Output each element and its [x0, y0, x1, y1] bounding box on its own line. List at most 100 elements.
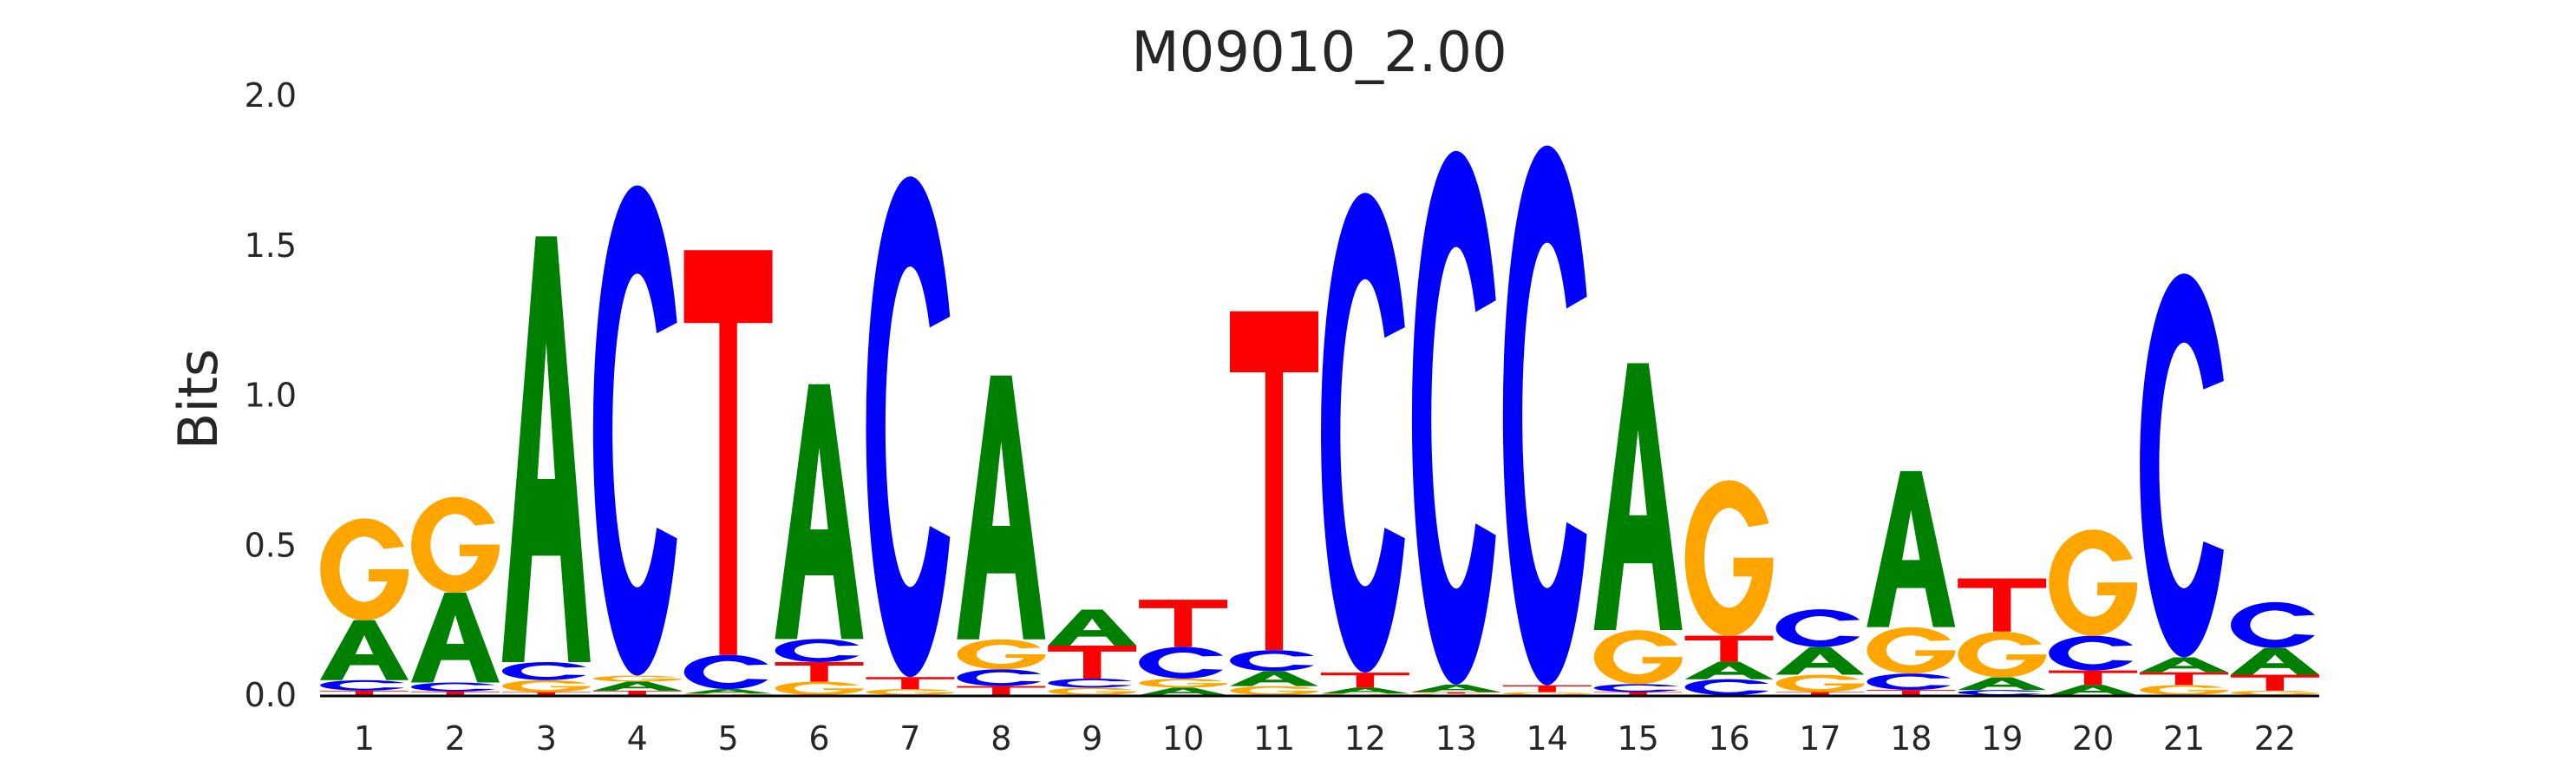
logo-stacks: [320, 145, 2319, 696]
logo-letter-C: [2231, 601, 2315, 648]
logo-letter-T: [2140, 672, 2228, 686]
logo-letter-A: [1775, 646, 1865, 675]
logo-letter-A: [1139, 687, 1228, 695]
x-tick-label: 16: [1708, 719, 1749, 758]
logo-letter-A: [592, 681, 682, 691]
y-tick-label: 1.5: [245, 226, 297, 265]
logo-letter-G: [1230, 686, 1318, 696]
logo-letter-T: [1684, 635, 1774, 662]
x-tick-label: 1: [354, 719, 375, 758]
logo-letter-T: [2230, 674, 2319, 691]
logo-letter-G: [502, 679, 591, 692]
logo-letter-A: [1593, 363, 1683, 631]
logo-letter-A: [1958, 677, 2047, 691]
logo-letter-A: [1320, 687, 1409, 694]
logo-letter-C: [1775, 609, 1860, 647]
logo-letter-G: [320, 518, 409, 620]
x-tick-label: 2: [445, 719, 466, 758]
logo-letter-C: [683, 654, 768, 690]
logo-letter-C: [592, 185, 677, 676]
logo-letter-T: [775, 661, 864, 682]
x-tick-label: 21: [2163, 719, 2205, 758]
x-tick-label: 18: [1890, 719, 1932, 758]
logo-letter-A: [2140, 657, 2228, 673]
logo-letter-C: [1867, 673, 1952, 691]
logo-letter-T: [1411, 692, 1500, 694]
logo-letter-G: [2231, 690, 2319, 696]
x-tick-label: 12: [1344, 719, 1386, 758]
logo-letter-T: [1320, 673, 1409, 688]
logo-letter-T: [1230, 311, 1318, 651]
x-tick-label: 3: [536, 719, 557, 758]
logo-letter-T: [866, 677, 955, 690]
logo-letter-G: [592, 675, 682, 682]
logo-letter-T: [1775, 692, 1865, 695]
logo-letter-C: [1139, 646, 1223, 679]
logo-letter-C: [2140, 273, 2224, 658]
x-axis-ticks: 1 2 3 4 5 6 7 8 9 10 11 12 13 14 15 16 17 18 19 20 21 22: [354, 719, 2296, 758]
logo-letter-T: [1502, 685, 1592, 692]
y-tick-label: 0.5: [245, 526, 297, 564]
logo-letter-A: [683, 689, 773, 694]
logo-letter-C: [1230, 650, 1314, 672]
x-tick-label: 13: [1435, 719, 1477, 758]
y-axis-ticks: 0.0 0.5 1.0 1.5 2.0: [245, 76, 297, 714]
logo-letter-G: [1048, 687, 1137, 696]
logo-letter-C: [501, 661, 586, 680]
logo-letter-A: [1411, 684, 1500, 692]
logo-letter-T: [2049, 670, 2138, 686]
x-tick-label: 15: [1617, 719, 1658, 758]
logo-letter-A: [1867, 470, 1956, 627]
logo-letter-G: [1775, 674, 1865, 692]
x-tick-label: 22: [2254, 719, 2296, 758]
y-axis-label: Bits: [167, 349, 230, 450]
logo-letter-T: [592, 690, 682, 695]
logo-letter-C: [1502, 145, 1587, 686]
logo-letter-C: [866, 176, 951, 678]
logo-letter-G: [1958, 631, 2047, 678]
logo-letter-G: [1502, 692, 1592, 696]
logo-letter-A: [1230, 671, 1318, 686]
logo-letter-A: [775, 384, 864, 640]
logo-letter-A: [501, 236, 591, 662]
logo-letter-G: [1593, 630, 1683, 685]
logo-letter-C: [2049, 635, 2133, 671]
logo-letter-A: [957, 375, 1046, 640]
y-tick-label: 2.0: [245, 76, 297, 115]
x-tick-label: 5: [718, 719, 739, 758]
logo-letter-T: [957, 686, 1046, 695]
logo-letter-A: [1684, 661, 1774, 679]
logo-letter-C: [1048, 678, 1133, 688]
logo-letter-T: [1139, 600, 1228, 647]
logo-letter-C: [957, 669, 1042, 686]
x-tick-label: 14: [1527, 719, 1568, 758]
logo-letter-A: [1048, 609, 1137, 646]
x-tick-label: 6: [808, 719, 829, 758]
logo-letter-C: [411, 682, 495, 692]
x-tick-label: 17: [1799, 719, 1840, 758]
y-tick-label: 1.0: [245, 377, 297, 415]
logo-letter-T: [1593, 692, 1683, 695]
logo-letter-C: [1593, 684, 1678, 692]
logo-letter-G: [1139, 679, 1228, 688]
logo-letter-T: [1958, 578, 2047, 632]
logo-letter-A: [2049, 685, 2138, 695]
x-tick-label: 19: [1981, 719, 2023, 758]
x-tick-label: 20: [2072, 719, 2114, 758]
logo-letter-G: [957, 639, 1046, 670]
logo-letter-C: [1958, 690, 2043, 695]
logo-letter-T: [410, 691, 500, 695]
logo-letter-G: [2140, 685, 2228, 696]
logo-letter-C: [1411, 150, 1496, 685]
logo-letter-G: [1684, 480, 1774, 637]
logo-letter-G: [866, 689, 955, 696]
x-tick-label: 8: [991, 719, 1011, 758]
x-tick-label: 10: [1162, 719, 1204, 758]
logo-letter-A: [320, 620, 409, 680]
logo-letter-T: [1867, 690, 1956, 695]
logo-letter-C: [775, 639, 860, 662]
x-tick-label: 4: [627, 719, 648, 758]
logo-letter-G: [775, 681, 864, 696]
logo-letter-A: [2230, 647, 2319, 675]
